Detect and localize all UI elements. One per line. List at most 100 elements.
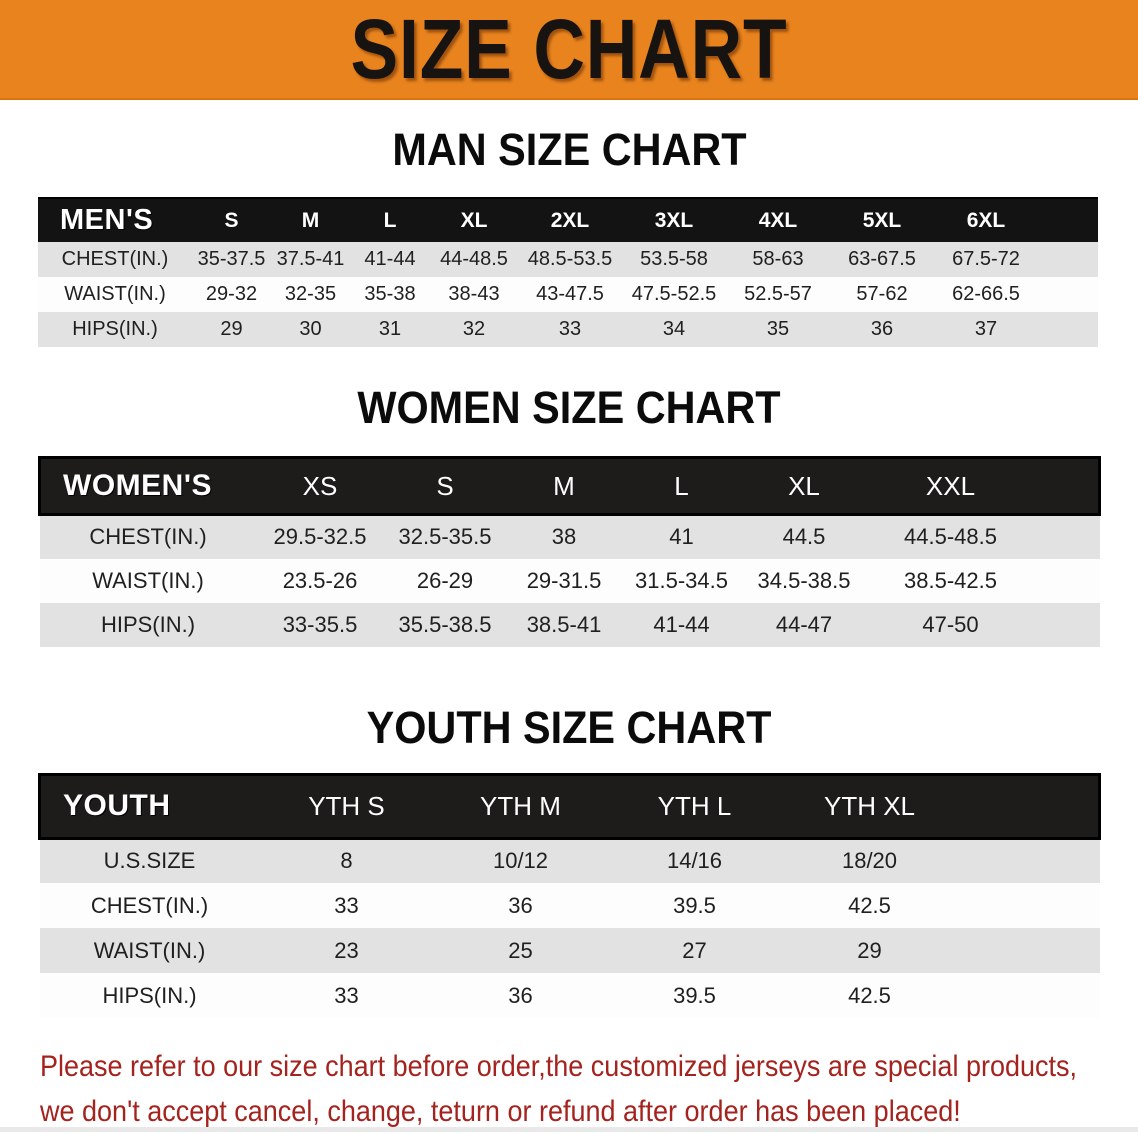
youth-size-table: YOUTH YTH S YTH M YTH L YTH XL U.S.SIZE … xyxy=(38,772,1101,1018)
table-cell: 29-31.5 xyxy=(506,558,622,603)
table-cell: 14/16 xyxy=(607,838,782,883)
youth-hips-row: HIPS(IN.) 33 36 39.5 42.5 xyxy=(39,973,1100,1018)
table-cell: 35 xyxy=(726,312,830,347)
table-cell: 25 xyxy=(433,928,608,973)
table-cell: 8 xyxy=(259,838,434,883)
table-cell: 10/12 xyxy=(433,838,608,883)
youth-heading-text: YOUTH SIZE CHART xyxy=(366,701,772,753)
table-cell: 52.5-57 xyxy=(726,277,830,312)
table-cell: 44-48.5 xyxy=(430,242,518,277)
youth-chest-row: CHEST(IN.) 33 36 39.5 42.5 xyxy=(39,883,1100,928)
table-cell: 48.5-53.5 xyxy=(518,242,622,277)
table-cell: 31 xyxy=(350,312,430,347)
table-cell: 34 xyxy=(622,312,726,347)
page-title: SIZE CHART xyxy=(350,2,788,96)
men-hips-row: HIPS(IN.) 29 30 31 32 33 34 35 36 37 xyxy=(38,312,1098,347)
table-cell: 47-50 xyxy=(866,602,1035,647)
row-label: HIPS(IN.) xyxy=(39,602,257,647)
women-header-row: WOMEN'S XS S M L XL XXL xyxy=(38,456,1101,516)
row-label: WAIST(IN.) xyxy=(39,558,257,603)
men-chest-row: CHEST(IN.) 35-37.5 37.5-41 41-44 44-48.5… xyxy=(38,242,1098,277)
table-cell: 33-35.5 xyxy=(256,602,384,647)
row-label: WAIST(IN.) xyxy=(38,277,192,312)
youth-column-header: YTH M xyxy=(433,772,608,840)
table-cell: 32 xyxy=(430,312,518,347)
table-cell: 23.5-26 xyxy=(256,558,384,603)
men-column-header: 5XL xyxy=(830,197,934,242)
men-size-table: MEN'S S M L XL 2XL 3XL 4XL 5XL 6XL CHEST… xyxy=(38,197,1098,347)
table-cell: 44.5-48.5 xyxy=(866,514,1035,559)
women-waist-row: WAIST(IN.) 23.5-26 26-29 29-31.5 31.5-34… xyxy=(39,558,1100,603)
women-column-header: M xyxy=(506,456,622,516)
women-column-header: XL xyxy=(741,456,867,516)
men-column-header: XL xyxy=(430,197,518,242)
men-column-header: M xyxy=(271,197,350,242)
table-cell: 36 xyxy=(433,883,608,928)
spacer-cell xyxy=(1034,602,1100,647)
table-cell: 38.5-41 xyxy=(506,602,622,647)
row-label: CHEST(IN.) xyxy=(38,242,192,277)
row-label: CHEST(IN.) xyxy=(39,883,260,928)
table-cell: 42.5 xyxy=(781,883,958,928)
youth-table-title: YOUTH xyxy=(38,772,260,840)
table-cell: 31.5-34.5 xyxy=(621,558,742,603)
table-cell: 38.5-42.5 xyxy=(866,558,1035,603)
table-cell: 39.5 xyxy=(607,973,782,1018)
row-label: U.S.SIZE xyxy=(39,838,260,883)
spacer-cell xyxy=(1034,456,1101,516)
spacer-cell xyxy=(957,838,1100,883)
row-label: HIPS(IN.) xyxy=(39,973,260,1018)
men-waist-row: WAIST(IN.) 29-32 32-35 35-38 38-43 43-47… xyxy=(38,277,1098,312)
table-cell: 26-29 xyxy=(383,558,507,603)
disclaimer-line-1: Please refer to our size chart before or… xyxy=(40,1050,1078,1083)
youth-waist-row: WAIST(IN.) 23 25 27 29 xyxy=(39,928,1100,973)
table-cell: 67.5-72 xyxy=(934,242,1038,277)
spacer-cell xyxy=(1034,558,1100,603)
table-cell: 32-35 xyxy=(271,277,350,312)
spacer-cell xyxy=(1038,277,1098,312)
spacer-cell xyxy=(957,883,1100,928)
table-cell: 35.5-38.5 xyxy=(383,602,507,647)
men-table-title: MEN'S xyxy=(38,197,192,242)
title-banner: SIZE CHART xyxy=(0,0,1138,100)
men-column-header: 6XL xyxy=(934,197,1038,242)
table-cell: 63-67.5 xyxy=(830,242,934,277)
disclaimer-text: Please refer to our size chart before or… xyxy=(40,1044,1138,1134)
youth-header-row: YOUTH YTH S YTH M YTH L YTH XL xyxy=(38,772,1101,840)
spacer-cell xyxy=(957,973,1100,1018)
spacer-cell xyxy=(1034,514,1100,559)
youth-column-header: YTH XL xyxy=(781,772,958,840)
table-cell: 37.5-41 xyxy=(271,242,350,277)
table-cell: 57-62 xyxy=(830,277,934,312)
women-column-header: S xyxy=(383,456,507,516)
spacer-cell xyxy=(1038,242,1098,277)
women-size-table: WOMEN'S XS S M L XL XXL CHEST(IN.) 29.5-… xyxy=(38,456,1101,647)
table-cell: 34.5-38.5 xyxy=(741,558,867,603)
women-heading-text: WOMEN SIZE CHART xyxy=(357,382,781,433)
spacer-cell xyxy=(957,928,1100,973)
table-cell: 29.5-32.5 xyxy=(256,514,384,559)
table-cell: 32.5-35.5 xyxy=(383,514,507,559)
men-section-heading: MAN SIZE CHART xyxy=(0,126,1138,174)
women-column-header: XS xyxy=(256,456,384,516)
table-cell: 29-32 xyxy=(192,277,271,312)
women-section-heading: WOMEN SIZE CHART xyxy=(0,384,1138,432)
spacer-cell xyxy=(1038,197,1098,242)
table-cell: 43-47.5 xyxy=(518,277,622,312)
table-cell: 29 xyxy=(192,312,271,347)
table-cell: 23 xyxy=(259,928,434,973)
row-label: WAIST(IN.) xyxy=(39,928,260,973)
table-cell: 44.5 xyxy=(741,514,867,559)
table-cell: 41-44 xyxy=(621,602,742,647)
table-cell: 47.5-52.5 xyxy=(622,277,726,312)
table-cell: 36 xyxy=(433,973,608,1018)
table-cell: 35-37.5 xyxy=(192,242,271,277)
women-table-title: WOMEN'S xyxy=(38,456,257,516)
row-label: CHEST(IN.) xyxy=(39,514,257,559)
men-header-row: MEN'S S M L XL 2XL 3XL 4XL 5XL 6XL xyxy=(38,197,1098,242)
table-cell: 58-63 xyxy=(726,242,830,277)
row-label: HIPS(IN.) xyxy=(38,312,192,347)
table-cell: 41-44 xyxy=(350,242,430,277)
table-cell: 36 xyxy=(830,312,934,347)
table-cell: 33 xyxy=(259,973,434,1018)
